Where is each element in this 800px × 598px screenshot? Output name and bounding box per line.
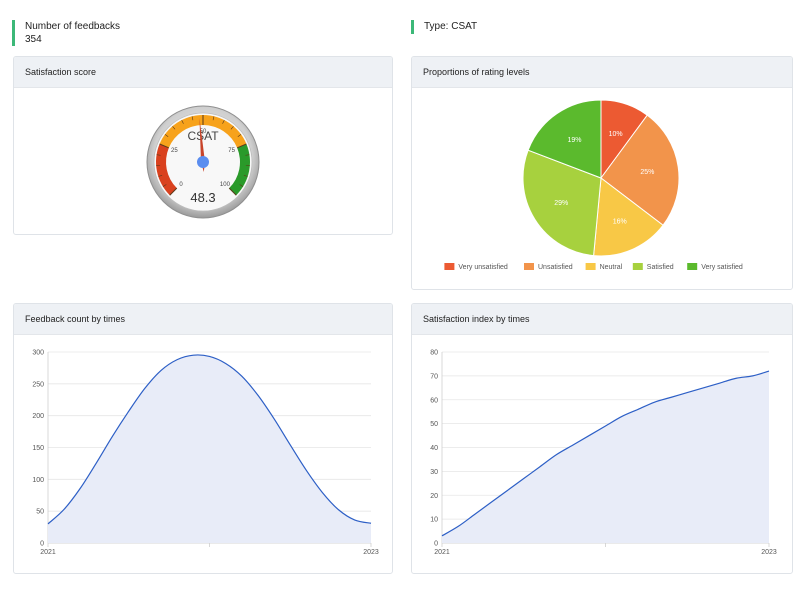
- gauge-hub: [197, 156, 209, 168]
- gauge-value: 48.3: [190, 190, 215, 205]
- y-tick-label: 50: [430, 421, 438, 428]
- gauge-tick: [164, 134, 169, 137]
- gauge-chart: 0 25 50 75 100 CSAT 48.3: [146, 105, 260, 219]
- feedback-count-label: Number of feedbacks: [25, 21, 121, 32]
- card-title: Feedback count by times: [14, 304, 392, 335]
- pie-slice-label: 19%: [567, 137, 581, 144]
- y-tick-label: 0: [40, 541, 44, 548]
- y-tick-label: 100: [32, 477, 44, 484]
- y-tick-label: 200: [32, 413, 44, 420]
- gauge-tick: [245, 154, 250, 156]
- area-fill: [442, 371, 769, 543]
- feedback-count-kpi: Number of feedbacks 354: [12, 20, 120, 46]
- gauge-tick: [222, 119, 225, 124]
- pie-slice-label: 10%: [609, 131, 623, 138]
- legend-swatch: [444, 263, 455, 270]
- gauge-tick-label: 25: [171, 148, 178, 154]
- y-tick-label: 50: [36, 509, 44, 516]
- gauge-tick-label: 75: [228, 148, 235, 154]
- x-tick-label: 2021: [40, 549, 56, 556]
- type-kpi: Type: CSAT: [411, 20, 477, 34]
- y-tick-label: 80: [430, 350, 438, 357]
- y-tick-label: 40: [430, 445, 438, 452]
- feedback-count-card: Feedback count by times 0 50 100 150 200 250 3…: [13, 303, 393, 574]
- pie-slice[interactable]: [527, 99, 602, 179]
- legend-swatch: [632, 263, 643, 270]
- gauge-band: [229, 144, 250, 196]
- pie-slice-label: 16%: [613, 218, 627, 225]
- gauge-tick-label: 0: [179, 182, 183, 188]
- legend-label: Satisfied: [647, 264, 674, 271]
- gauge-tick: [156, 154, 161, 156]
- pie-slice[interactable]: [522, 149, 602, 257]
- y-tick-label: 0: [434, 541, 438, 548]
- feedback-count-value: 354: [25, 34, 42, 45]
- gauge-tick: [158, 175, 163, 177]
- area-fill: [48, 354, 371, 543]
- gauge-tick: [236, 143, 247, 149]
- gauge-tick: [212, 116, 215, 121]
- pie-slice[interactable]: [600, 114, 680, 226]
- gauge-tick: [239, 184, 244, 187]
- gauge-tick: [237, 134, 242, 137]
- satisfaction-index-card: Satisfaction index by times 0 10 20 30 40 50 6…: [411, 303, 793, 574]
- legend-label: Very satisfied: [701, 264, 743, 271]
- legend-item[interactable]: Neutral: [585, 263, 623, 271]
- card-title: Satisfaction score: [14, 57, 392, 88]
- gauge-tick: [172, 126, 176, 130]
- card-title: Proportions of rating levels: [412, 57, 792, 88]
- gauge-tick: [162, 184, 167, 187]
- legend-item[interactable]: Satisfied: [632, 263, 674, 271]
- pie-chart: 10% 25% 16% 29% 19% Very unsatisfied Unsatisf…: [444, 99, 743, 271]
- gauge-tick: [230, 126, 234, 130]
- legend-swatch: [585, 263, 596, 270]
- legend-item[interactable]: Very unsatisfied: [444, 263, 508, 271]
- y-tick-label: 70: [430, 373, 438, 380]
- gauge-band: [159, 115, 247, 148]
- pie-slice-label: 25%: [640, 169, 654, 176]
- gauge-band: [156, 144, 177, 196]
- legend-swatch: [524, 263, 534, 270]
- feedback-count-chart: 0 50 100 150 200 250 300 2021 2023: [32, 350, 379, 557]
- gauge-tick: [169, 187, 178, 196]
- legend-label: Unsatisfied: [538, 264, 573, 271]
- legend-item[interactable]: Very satisfied: [687, 263, 743, 271]
- legend-label: Very unsatisfied: [458, 264, 508, 271]
- y-tick-label: 150: [32, 445, 44, 452]
- legend-label: Neutral: [600, 264, 623, 271]
- gauge-tick-label: 50: [200, 129, 207, 135]
- card-title: Satisfaction index by times: [412, 304, 792, 335]
- legend-item[interactable]: Unsatisfied: [524, 263, 573, 271]
- satisfaction-index-chart: 0 10 20 30 40 50 60 70 80 2021 2023: [430, 350, 777, 557]
- pie-slice-label: 29%: [554, 200, 568, 207]
- gauge-tick: [181, 119, 184, 124]
- y-tick-label: 60: [430, 397, 438, 404]
- y-tick-label: 20: [430, 493, 438, 500]
- x-tick-label: 2023: [363, 549, 379, 556]
- y-tick-label: 300: [32, 350, 44, 357]
- gauge-label: CSAT: [187, 129, 219, 143]
- y-tick-label: 250: [32, 381, 44, 388]
- type-label: Type: CSAT: [424, 21, 478, 32]
- pie-slice[interactable]: [593, 177, 664, 257]
- y-tick-label: 30: [430, 469, 438, 476]
- gauge-tick: [243, 175, 248, 177]
- proportions-card: Proportions of rating levels 10% 25% 16% 29…: [411, 56, 793, 290]
- y-tick-label: 10: [430, 517, 438, 524]
- x-tick-label: 2023: [761, 549, 777, 556]
- x-tick-label: 2021: [434, 549, 450, 556]
- gauge-tick: [159, 143, 170, 149]
- satisfaction-score-card: Satisfaction score 0 25 50 75 100 CSAT 48.3: [13, 56, 393, 235]
- gauge-tick-label: 100: [220, 182, 231, 188]
- gauge-tick: [191, 116, 194, 121]
- gauge-tick: [228, 187, 237, 196]
- legend-swatch: [687, 263, 698, 270]
